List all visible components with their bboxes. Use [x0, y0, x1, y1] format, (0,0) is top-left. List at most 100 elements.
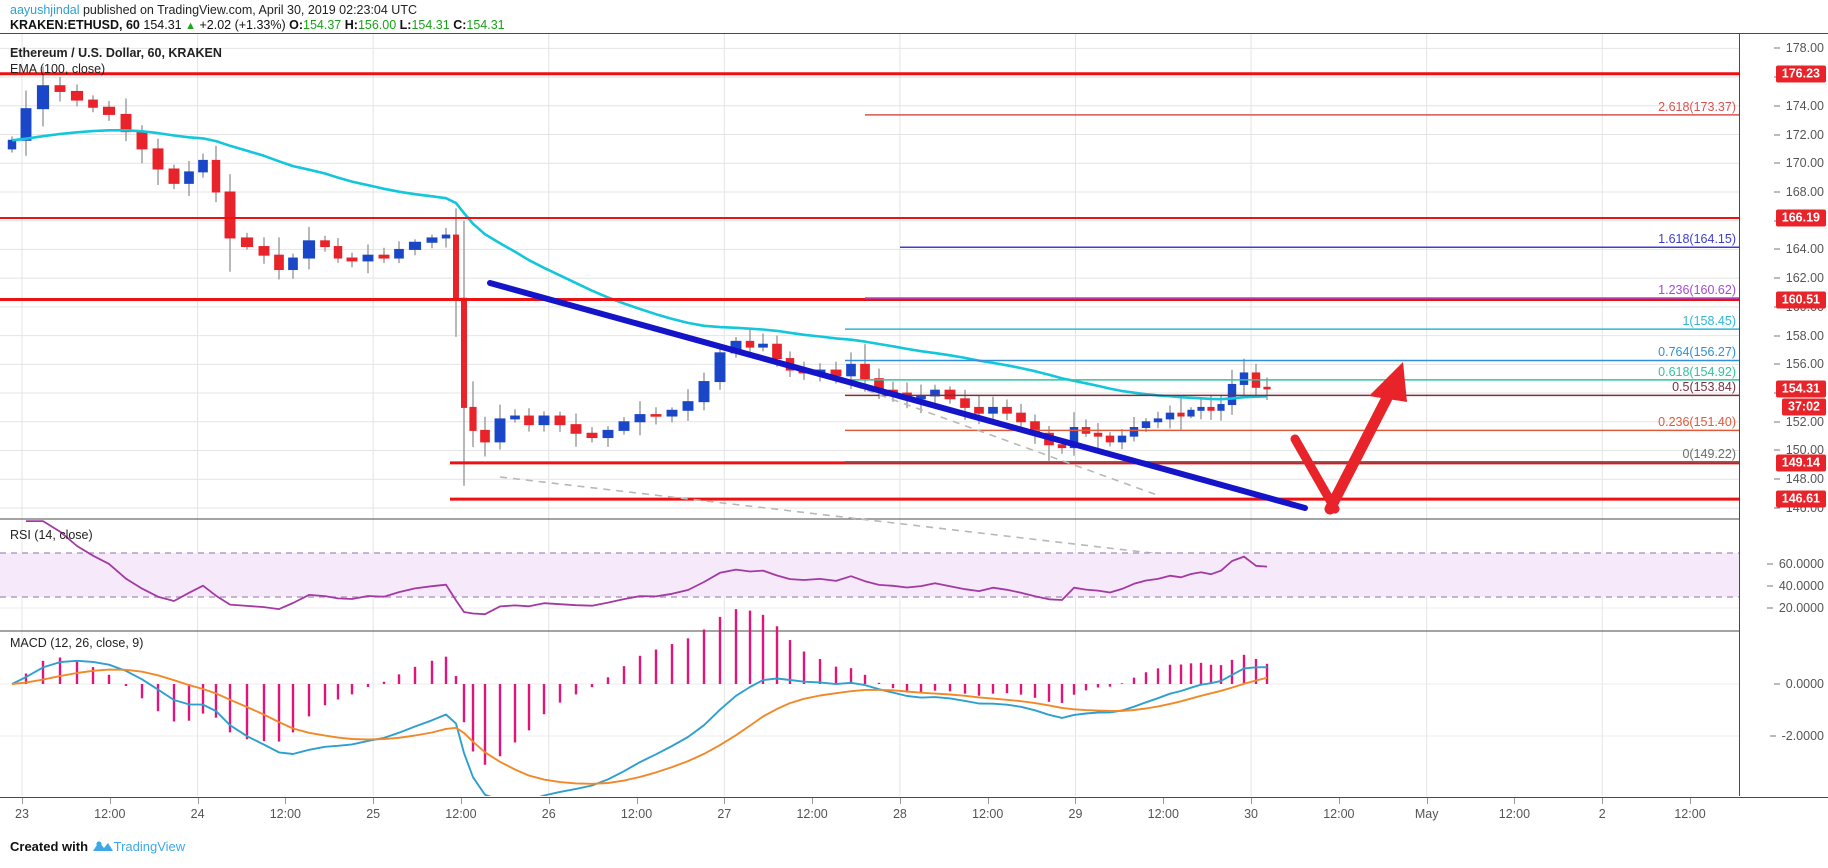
price-axis[interactable]: 178.00176.00174.00172.00170.00168.00166.… — [1741, 34, 1828, 796]
time-tick-mark — [373, 798, 375, 804]
time-tick-mark — [636, 798, 638, 804]
price-tick-label: 174.00 — [1773, 99, 1824, 113]
time-tick-mark — [1426, 798, 1428, 804]
author-name: aayushjindal — [10, 3, 80, 17]
time-tick-label: 12:00 — [620, 807, 653, 821]
time-tick-label: 12:00 — [1498, 807, 1531, 821]
rsi-tick-label: 20.0000 — [1766, 601, 1824, 615]
fib-level-label: 2.618(173.37) — [1658, 99, 1736, 114]
price-tick-label: 148.00 — [1773, 472, 1824, 486]
price-tick-label: 164.00 — [1773, 242, 1824, 256]
time-tick-mark — [1602, 798, 1604, 804]
time-tick-mark — [197, 798, 199, 804]
fib-level-label: 0(149.22) — [1682, 446, 1736, 461]
open-value: 154.37 — [303, 18, 342, 32]
tradingview-brand: TradingView — [113, 839, 186, 854]
time-tick-mark — [548, 798, 550, 804]
fib-level-label: 1(158.45) — [1682, 314, 1736, 329]
time-tick-label: 24 — [190, 807, 205, 821]
low-key: L: — [399, 18, 412, 32]
time-tick-label: 2 — [1598, 807, 1606, 821]
time-tick-label: 12:00 — [269, 807, 301, 821]
footer-attribution: Created with TradingView — [10, 838, 185, 854]
rsi-tick-label: 60.0000 — [1766, 557, 1824, 571]
rsi-tick-label: 40.0000 — [1766, 579, 1824, 593]
time-tick-mark — [1690, 798, 1691, 804]
time-tick-label: 12:00 — [94, 807, 126, 821]
time-tick-mark — [812, 798, 814, 804]
time-tick-label: 12:00 — [972, 807, 1004, 821]
price-badge[interactable]: 160.51 — [1775, 291, 1826, 309]
price-badge[interactable]: 154.31 — [1775, 380, 1826, 398]
high-value: 156.00 — [357, 18, 397, 32]
tradingview-logo-icon — [92, 841, 113, 851]
ema-legend: EMA (100, close) — [10, 62, 106, 76]
time-tick-label: 23 — [15, 807, 29, 821]
price-tick-label: 172.00 — [1773, 128, 1824, 142]
price-pane-title: Ethereum / U.S. Dollar, 60, KRAKEN — [10, 46, 222, 60]
time-tick-label: 25 — [366, 807, 381, 821]
time-tick-label: 12:00 — [796, 807, 828, 821]
time-tick-label: 26 — [541, 807, 556, 821]
time-axis[interactable]: 23 12:00 24 12:00 25 12:00 26 12:00 27 12:00 28 12:… — [0, 797, 1828, 830]
open-key: O: — [289, 18, 304, 32]
chart-frame: Ethereum / U.S. Dollar, 60, KRAKEN EMA (… — [0, 33, 1828, 829]
macd-tick-label: 0.0000 — [1773, 677, 1824, 691]
fib-level-label: 0.236(151.40) — [1658, 415, 1736, 430]
last-price: 154.31 — [143, 18, 182, 32]
time-tick-mark — [1163, 798, 1165, 804]
high-key: H: — [344, 18, 358, 32]
symbol-label: KRAKEN:ETHUSD, 60 — [10, 18, 140, 32]
price-badge[interactable]: 176.23 — [1775, 65, 1826, 83]
time-tick-label: 12:00 — [1147, 807, 1179, 821]
low-value: 154.31 — [411, 18, 450, 32]
time-tick-mark — [109, 798, 111, 804]
fib-level-label: 1.236(160.62) — [1658, 282, 1736, 297]
price-tick-label: 178.00 — [1773, 41, 1824, 55]
up-triangle-icon: ▲ — [185, 20, 196, 32]
time-tick-label: 27 — [717, 807, 732, 821]
price-change: +2.02 (+1.33%) — [199, 18, 286, 32]
published-text: published on TradingView.com, April 30, … — [79, 3, 417, 17]
time-tick-label: 30 — [1244, 807, 1258, 821]
chart-plot-area[interactable]: Ethereum / U.S. Dollar, 60, KRAKEN EMA (… — [0, 34, 1740, 796]
time-tick-mark — [724, 798, 726, 804]
macd-tick-label: -2.0000 — [1769, 729, 1824, 743]
symbol-quote-line: KRAKEN:ETHUSD, 60 154.31 ▲ +2.02 (+1.33%… — [10, 18, 505, 32]
time-tick-mark — [22, 798, 23, 804]
publisher-line: aayushjindal published on TradingView.co… — [10, 3, 417, 17]
time-tick-mark — [1514, 798, 1516, 804]
close-value: 154.31 — [466, 18, 505, 32]
macd-legend: MACD (12, 26, close, 9) — [10, 636, 144, 650]
price-tick-label: 156.00 — [1773, 357, 1824, 371]
time-tick-mark — [1338, 798, 1340, 804]
price-tick-label: 150.00 — [1773, 443, 1824, 457]
fib-level-label: 0.764(156.27) — [1658, 345, 1736, 360]
close-key: C: — [453, 18, 467, 32]
time-tick-mark — [899, 798, 901, 804]
time-tick-label: 28 — [892, 807, 907, 821]
price-badge[interactable]: 146.61 — [1775, 490, 1826, 508]
price-badge[interactable]: 149.14 — [1775, 454, 1826, 472]
time-tick-label: May — [1414, 807, 1439, 821]
created-with-label: Created with — [10, 839, 92, 854]
price-tick-label: 168.00 — [1773, 185, 1824, 199]
time-tick-label: 12:00 — [445, 807, 477, 821]
time-tick-label: 12:00 — [1674, 807, 1706, 821]
chart-header: aayushjindal published on TradingView.co… — [0, 0, 1828, 32]
time-tick-mark — [460, 798, 462, 804]
price-tick-label: 152.00 — [1773, 415, 1824, 429]
price-badge[interactable]: 37:02 — [1782, 398, 1826, 416]
price-tick-label: 170.00 — [1773, 156, 1824, 170]
price-tick-label: 162.00 — [1773, 271, 1824, 285]
fib-level-label: 0.5(153.84) — [1672, 380, 1736, 395]
price-badge[interactable]: 166.19 — [1775, 209, 1826, 227]
fib-level-label: 0.618(154.92) — [1658, 364, 1736, 379]
time-tick-mark — [1251, 798, 1253, 804]
time-tick-label: 29 — [1068, 807, 1083, 821]
time-tick-label: 12:00 — [1323, 807, 1355, 821]
time-tick-mark — [987, 798, 989, 804]
time-tick-mark — [1075, 798, 1077, 804]
rsi-legend: RSI (14, close) — [10, 528, 93, 542]
time-tick-mark — [285, 798, 287, 804]
